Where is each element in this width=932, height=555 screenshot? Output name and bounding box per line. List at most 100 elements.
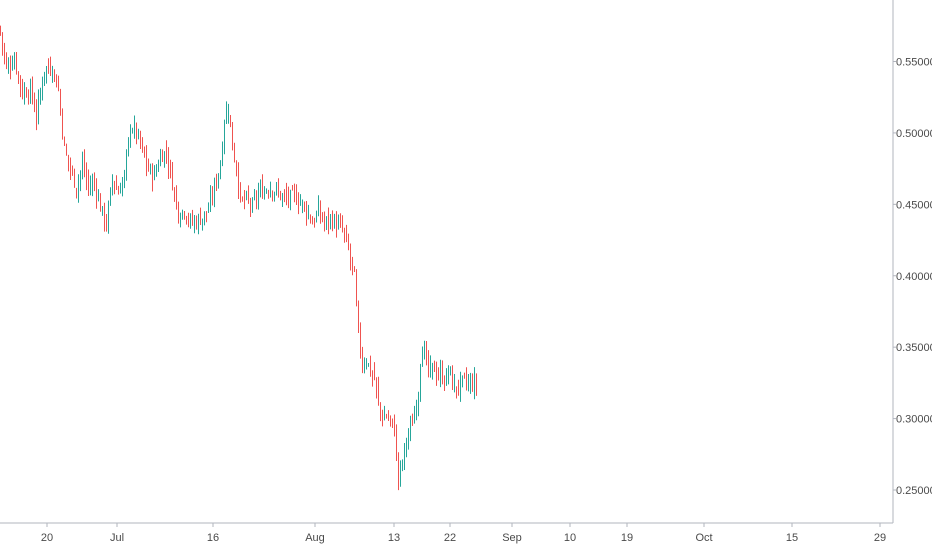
candle-body bbox=[238, 170, 239, 192]
candle-body bbox=[404, 444, 405, 462]
candle-body bbox=[216, 180, 217, 185]
candle-body bbox=[64, 138, 65, 146]
candle-body bbox=[110, 188, 111, 204]
candle-body bbox=[44, 71, 45, 82]
axes-layer bbox=[0, 0, 894, 524]
candle-body bbox=[322, 214, 323, 221]
candle-body bbox=[66, 148, 67, 155]
candle-body bbox=[182, 210, 183, 216]
candle-body bbox=[8, 63, 9, 69]
candle-body bbox=[224, 122, 225, 147]
candle-body bbox=[260, 187, 261, 191]
candle-body bbox=[76, 188, 77, 192]
candle-body bbox=[90, 186, 91, 189]
price-tick-label: 0.45000 bbox=[896, 199, 932, 211]
candle-body bbox=[420, 365, 421, 397]
candle-body bbox=[144, 147, 145, 157]
candle-body bbox=[416, 408, 417, 414]
time-tick-label: 10 bbox=[564, 532, 576, 544]
candle-body bbox=[450, 367, 451, 371]
candle-body bbox=[442, 368, 443, 382]
candle-body bbox=[300, 201, 301, 205]
candle-body bbox=[174, 190, 175, 192]
candle-body bbox=[102, 206, 103, 212]
candle-body bbox=[308, 213, 309, 216]
time-tick-label: Oct bbox=[695, 532, 712, 544]
candle-body bbox=[116, 185, 117, 189]
candle-body bbox=[70, 161, 71, 170]
candle-body bbox=[250, 201, 251, 207]
candle-body bbox=[192, 218, 193, 223]
candle-body bbox=[296, 193, 297, 204]
candle-body bbox=[130, 131, 131, 137]
candle-body bbox=[326, 217, 327, 222]
candle-body bbox=[138, 132, 139, 136]
candle-body bbox=[208, 211, 209, 213]
candle-body bbox=[412, 424, 413, 426]
candle-body bbox=[396, 435, 397, 451]
candle-body bbox=[132, 131, 133, 133]
candle-body bbox=[444, 381, 445, 385]
candle-body bbox=[382, 411, 383, 423]
candle-body bbox=[180, 218, 181, 222]
candle-body bbox=[54, 71, 55, 73]
candle-body bbox=[88, 176, 89, 187]
candle-body bbox=[96, 183, 97, 198]
candle-body bbox=[196, 220, 197, 228]
candle-body bbox=[72, 168, 73, 172]
candle-body bbox=[456, 386, 457, 391]
candle-body bbox=[172, 169, 173, 190]
candle-body bbox=[458, 389, 459, 391]
candle-body bbox=[112, 178, 113, 190]
candle-body bbox=[202, 218, 203, 226]
candle-body bbox=[320, 206, 321, 217]
candle-body bbox=[16, 57, 17, 72]
price-axis[interactable]: 0.25000 0.30000 0.35000 0.40000 0.45000 0.500… bbox=[893, 57, 932, 497]
candle-body bbox=[268, 193, 269, 195]
candle-body bbox=[378, 387, 379, 402]
price-tick-label: 0.55000 bbox=[896, 57, 932, 69]
candle-body bbox=[10, 66, 11, 69]
candle-body bbox=[228, 112, 229, 114]
candle-body bbox=[152, 167, 153, 181]
price-tick-label: 0.30000 bbox=[896, 414, 932, 426]
candle-body bbox=[4, 46, 5, 56]
candle-body bbox=[284, 193, 285, 195]
candle-body bbox=[218, 174, 219, 184]
candle-body bbox=[42, 84, 43, 93]
candle-body bbox=[94, 182, 95, 184]
candle-body bbox=[440, 370, 441, 377]
candle-body bbox=[226, 111, 227, 123]
candle-body bbox=[266, 191, 267, 193]
candle-body bbox=[342, 224, 343, 230]
candle-body bbox=[154, 171, 155, 180]
time-tick-label: 20 bbox=[41, 532, 53, 544]
candle-body bbox=[232, 122, 233, 151]
candle-body bbox=[156, 169, 157, 174]
candle-body bbox=[302, 201, 303, 204]
candle-body bbox=[20, 75, 21, 87]
candle-body bbox=[454, 384, 455, 391]
candle-body bbox=[184, 212, 185, 217]
candle-body bbox=[246, 193, 247, 199]
candle-body bbox=[12, 66, 13, 69]
candle-body bbox=[354, 267, 355, 272]
candle-body bbox=[142, 143, 143, 147]
candle-body bbox=[352, 257, 353, 266]
candle-body bbox=[230, 115, 231, 126]
candle-body bbox=[30, 83, 31, 99]
candle-body bbox=[348, 238, 349, 249]
candle-body bbox=[58, 85, 59, 90]
time-tick-label: 19 bbox=[621, 532, 633, 544]
candle-body bbox=[80, 171, 81, 181]
candle-body bbox=[312, 222, 313, 225]
candle-body bbox=[84, 159, 85, 173]
candle-body bbox=[2, 33, 3, 46]
candle-body bbox=[390, 416, 391, 420]
candle-body bbox=[166, 151, 167, 154]
candle-body bbox=[294, 191, 295, 193]
candle-body bbox=[206, 211, 207, 214]
time-axis[interactable]: 20 Jul 16 Aug 13 22 Sep 10 19 Oct 15 29 bbox=[41, 523, 886, 544]
